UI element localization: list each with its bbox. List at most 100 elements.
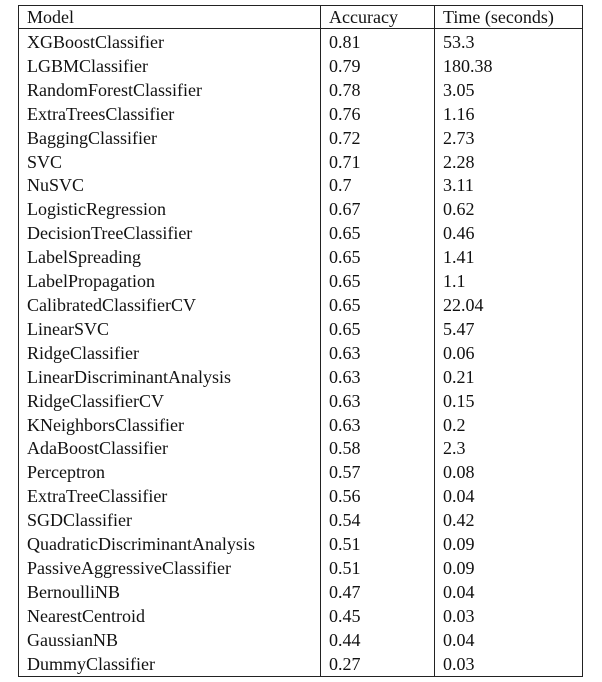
cell-time: 5.47 <box>434 317 583 342</box>
table-row: DummyClassifier 0.27 0.03 <box>18 652 583 678</box>
cell-time: 3.11 <box>434 174 583 199</box>
cell-accuracy: 0.72 <box>320 126 435 151</box>
table-row: LGBMClassifier 0.79 180.38 <box>18 54 583 79</box>
cell-model: LogisticRegression <box>18 198 321 223</box>
table-row: GaussianNB 0.44 0.04 <box>18 628 583 653</box>
cell-model: LGBMClassifier <box>18 54 321 79</box>
cell-accuracy: 0.63 <box>320 389 435 414</box>
cell-model: AdaBoostClassifier <box>18 437 321 462</box>
cell-model: GaussianNB <box>18 628 321 653</box>
cell-accuracy: 0.65 <box>320 270 435 294</box>
cell-time: 0.04 <box>434 580 583 605</box>
cell-model: LinearDiscriminantAnalysis <box>18 365 321 390</box>
cell-model: RidgeClassifierCV <box>18 389 321 414</box>
cell-time: 0.08 <box>434 461 583 486</box>
table-row: CalibratedClassifierCV 0.65 22.04 <box>18 293 583 318</box>
cell-time: 1.41 <box>434 246 583 271</box>
cell-time: 0.21 <box>434 365 583 390</box>
cell-accuracy: 0.51 <box>320 533 435 557</box>
table-row: AdaBoostClassifier 0.58 2.3 <box>18 437 583 462</box>
cell-accuracy: 0.71 <box>320 150 435 175</box>
cell-model: XGBoostClassifier <box>18 28 321 55</box>
table-row: BaggingClassifier 0.72 2.73 <box>18 126 583 151</box>
cell-model: ExtraTreeClassifier <box>18 485 321 510</box>
cell-model: LinearSVC <box>18 317 321 342</box>
cell-time: 0.2 <box>434 413 583 438</box>
cell-accuracy: 0.7 <box>320 174 435 199</box>
table-row: RidgeClassifierCV 0.63 0.15 <box>18 389 583 414</box>
cell-model: RandomForestClassifier <box>18 78 321 103</box>
cell-accuracy: 0.65 <box>320 246 435 271</box>
header-row: Model Accuracy Time (seconds) <box>18 5 583 29</box>
cell-model: RidgeClassifier <box>18 341 321 366</box>
cell-model: BaggingClassifier <box>18 126 321 151</box>
cell-model: Perceptron <box>18 461 321 486</box>
cell-accuracy: 0.27 <box>320 652 435 678</box>
results-table: Model Accuracy Time (seconds) XGBoostCla… <box>18 5 583 678</box>
cell-accuracy: 0.63 <box>320 365 435 390</box>
cell-time: 22.04 <box>434 293 583 318</box>
cell-model: QuadraticDiscriminantAnalysis <box>18 533 321 557</box>
cell-model: NearestCentroid <box>18 604 321 629</box>
table-row: XGBoostClassifier 0.81 53.3 <box>18 28 583 55</box>
table-row: ExtraTreesClassifier 0.76 1.16 <box>18 102 583 127</box>
cell-accuracy: 0.65 <box>320 222 435 247</box>
table-row: Perceptron 0.57 0.08 <box>18 461 583 486</box>
cell-accuracy: 0.76 <box>320 102 435 127</box>
cell-model: LabelSpreading <box>18 246 321 271</box>
cell-time: 2.3 <box>434 437 583 462</box>
cell-time: 1.16 <box>434 102 583 127</box>
table-row: RandomForestClassifier 0.78 3.05 <box>18 78 583 103</box>
header-accuracy: Accuracy <box>320 5 435 29</box>
cell-time: 0.03 <box>434 652 583 678</box>
table-row: LabelPropagation 0.65 1.1 <box>18 270 583 294</box>
cell-time: 3.05 <box>434 78 583 103</box>
cell-accuracy: 0.63 <box>320 413 435 438</box>
header-model: Model <box>18 5 321 29</box>
cell-model: SGDClassifier <box>18 509 321 534</box>
table-row: SVC 0.71 2.28 <box>18 150 583 175</box>
table-row: ExtraTreeClassifier 0.56 0.04 <box>18 485 583 510</box>
cell-accuracy: 0.51 <box>320 556 435 581</box>
cell-time: 53.3 <box>434 28 583 55</box>
cell-accuracy: 0.57 <box>320 461 435 486</box>
cell-accuracy: 0.56 <box>320 485 435 510</box>
table-row: QuadraticDiscriminantAnalysis 0.51 0.09 <box>18 533 583 557</box>
cell-time: 0.42 <box>434 509 583 534</box>
table-header: Model Accuracy Time (seconds) <box>18 5 583 29</box>
cell-model: KNeighborsClassifier <box>18 413 321 438</box>
table-row: NuSVC 0.7 3.11 <box>18 174 583 199</box>
cell-accuracy: 0.44 <box>320 628 435 653</box>
cell-accuracy: 0.67 <box>320 198 435 223</box>
table-body: XGBoostClassifier 0.81 53.3 LGBMClassifier 0… <box>18 28 583 678</box>
table-row: BernoulliNB 0.47 0.04 <box>18 580 583 605</box>
cell-accuracy: 0.78 <box>320 78 435 103</box>
cell-model: SVC <box>18 150 321 175</box>
cell-time: 180.38 <box>434 54 583 79</box>
table-row: NearestCentroid 0.45 0.03 <box>18 604 583 629</box>
cell-time: 0.62 <box>434 198 583 223</box>
cell-time: 1.1 <box>434 270 583 294</box>
cell-time: 0.09 <box>434 533 583 557</box>
table-row: LinearSVC 0.65 5.47 <box>18 317 583 342</box>
cell-model: DecisionTreeClassifier <box>18 222 321 247</box>
cell-time: 2.73 <box>434 126 583 151</box>
table-row: KNeighborsClassifier 0.63 0.2 <box>18 413 583 438</box>
cell-accuracy: 0.65 <box>320 293 435 318</box>
cell-time: 0.04 <box>434 485 583 510</box>
cell-accuracy: 0.54 <box>320 509 435 534</box>
cell-accuracy: 0.45 <box>320 604 435 629</box>
cell-accuracy: 0.47 <box>320 580 435 605</box>
cell-time: 0.15 <box>434 389 583 414</box>
cell-time: 2.28 <box>434 150 583 175</box>
cell-model: ExtraTreesClassifier <box>18 102 321 127</box>
cell-model: DummyClassifier <box>18 652 321 678</box>
cell-time: 0.09 <box>434 556 583 581</box>
cell-accuracy: 0.65 <box>320 317 435 342</box>
table-row: RidgeClassifier 0.63 0.06 <box>18 341 583 366</box>
table-row: LabelSpreading 0.65 1.41 <box>18 246 583 271</box>
cell-model: PassiveAggressiveClassifier <box>18 556 321 581</box>
table-row: DecisionTreeClassifier 0.65 0.46 <box>18 222 583 247</box>
cell-accuracy: 0.58 <box>320 437 435 462</box>
cell-time: 0.04 <box>434 628 583 653</box>
